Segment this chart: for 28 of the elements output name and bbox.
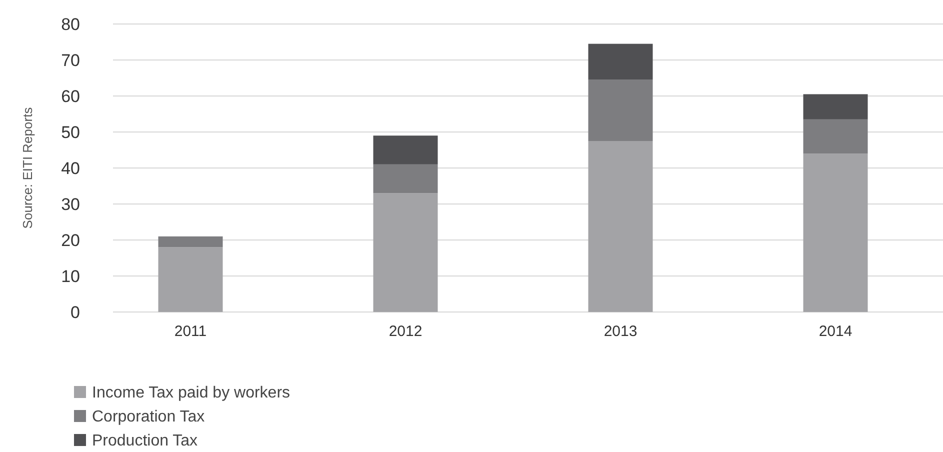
bar xyxy=(373,136,438,164)
y-tick-label: 70 xyxy=(61,50,80,70)
y-tick-label: 10 xyxy=(61,266,80,286)
legend-label: Corporation Tax xyxy=(92,408,205,426)
bar xyxy=(803,154,868,312)
bar xyxy=(373,193,438,312)
bar xyxy=(158,236,223,248)
y-tick-label: 20 xyxy=(61,230,80,250)
y-axis-title: Source: EITI Reports xyxy=(20,106,35,229)
y-tick-label: 60 xyxy=(61,86,80,106)
bar xyxy=(803,119,868,154)
legend-label: Income Tax paid by workers xyxy=(92,384,290,402)
bar xyxy=(158,247,223,312)
x-tick-label: 2013 xyxy=(604,323,638,340)
legend-label: Production Tax xyxy=(92,432,198,450)
y-tick-label: 40 xyxy=(61,158,80,178)
x-tick-label: 2011 xyxy=(174,323,207,340)
bar xyxy=(588,80,653,141)
bar xyxy=(588,44,653,80)
y-tick-label: 0 xyxy=(70,302,80,322)
y-tick-label: 30 xyxy=(61,194,80,214)
y-tick-label: 80 xyxy=(61,14,80,34)
bar xyxy=(373,164,438,194)
x-tick-label: 2014 xyxy=(818,323,852,340)
bar xyxy=(588,141,653,312)
x-tick-label: 2012 xyxy=(388,323,422,340)
bar xyxy=(803,94,868,120)
y-tick-label: 50 xyxy=(61,122,80,142)
